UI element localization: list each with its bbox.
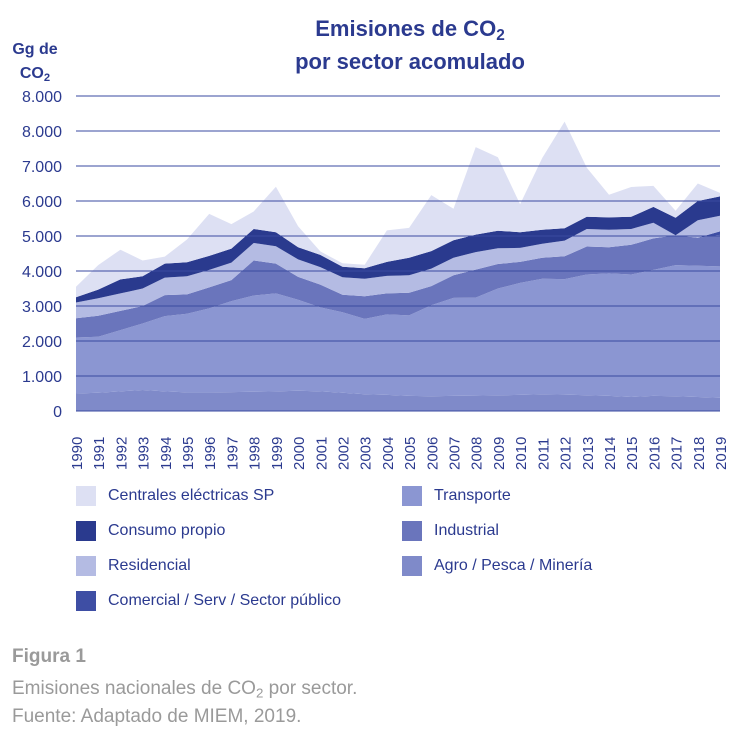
- legend-swatch: [76, 486, 96, 506]
- legend-swatch: [76, 591, 96, 611]
- x-tick-label: 2019: [713, 437, 730, 470]
- x-tick-label: 1992: [113, 437, 130, 470]
- x-tick-label: 2001: [313, 437, 330, 470]
- x-tick-label: 1998: [247, 437, 264, 470]
- x-tick-label: 2008: [469, 437, 486, 470]
- legend-item: Residencial: [76, 556, 191, 576]
- figure-label: Figura 1: [12, 646, 86, 667]
- legend: Centrales eléctricas SP Consumo propio Res…: [76, 486, 676, 626]
- x-tick-label: 1999: [269, 437, 286, 470]
- x-tick-label: 2003: [358, 437, 375, 470]
- legend-swatch: [76, 556, 96, 576]
- legend-swatch: [402, 556, 422, 576]
- caption-line2: Fuente: Adaptado de MIEM, 2019.: [12, 706, 302, 728]
- x-tick-label: 2010: [513, 437, 530, 470]
- y-tick-label: 6.000: [22, 194, 62, 211]
- caption-line1: Emisiones nacionales de CO: [12, 678, 256, 699]
- caption-line1-end: por sector.: [263, 678, 358, 699]
- legend-label: Transporte: [434, 487, 511, 504]
- x-tick-label: 2000: [291, 437, 308, 470]
- y-tick-label: 5.000: [22, 229, 62, 246]
- y-tick-label: 1.000: [22, 369, 62, 386]
- x-tick-label: 2014: [602, 437, 619, 470]
- x-tick-label: 2009: [491, 437, 508, 470]
- legend-item: Industrial: [402, 521, 499, 541]
- legend-label: Residencial: [108, 557, 191, 574]
- legend-label: Comercial / Serv / Sector público: [108, 592, 341, 609]
- x-tick-label: 2006: [424, 437, 441, 470]
- legend-item: Agro / Pesca / Minería: [402, 556, 592, 576]
- x-tick-label: 2012: [558, 437, 575, 470]
- x-tick-label: 2007: [447, 437, 464, 470]
- legend-swatch: [76, 521, 96, 541]
- y-axis-label-line2: CO: [19, 65, 44, 82]
- x-tick-label: 1995: [180, 437, 197, 470]
- x-tick-label: 2005: [402, 437, 419, 470]
- title-line2: por sector acomulado: [295, 48, 525, 74]
- legend-swatch: [402, 521, 422, 541]
- area-residencial: [76, 215, 720, 319]
- legend-item: Comercial / Serv / Sector público: [76, 591, 341, 611]
- y-tick-label: 7.000: [22, 159, 62, 176]
- legend-item: Transporte: [402, 486, 511, 506]
- title-line1: Emisiones de CO: [315, 16, 497, 41]
- legend-item: Centrales eléctricas SP: [76, 486, 274, 506]
- y-axis-label-line1: Gg de: [12, 41, 58, 58]
- legend-label: Consumo propio: [108, 522, 226, 539]
- legend-label: Industrial: [434, 522, 499, 539]
- stacked-area-chart: 0 1.000 2.000 3.000 4.000 5.000 6.000 7.000 8.00…: [22, 89, 730, 470]
- y-tick-label: 4.000: [22, 264, 62, 281]
- legend-swatch: [402, 486, 422, 506]
- caption-subscript: 2: [255, 685, 264, 701]
- x-tick-label: 2017: [669, 437, 686, 470]
- legend-label: Centrales eléctricas SP: [108, 487, 275, 504]
- x-tick-label: 2004: [380, 437, 397, 470]
- chart-title: Emisiones de CO2 por sector acomulado: [190, 16, 630, 75]
- x-tick-label: 1994: [158, 437, 175, 470]
- y-tick-label: 8.000: [22, 89, 62, 106]
- y-tick-label: 3.000: [22, 299, 62, 316]
- x-tick-label: 1996: [202, 437, 219, 470]
- figure-caption: Emisiones nacionales de CO2 por sector. …: [12, 677, 357, 729]
- y-axis-label-subscript: 2: [43, 71, 51, 84]
- x-tick-label: 1990: [69, 437, 86, 470]
- area-agro-pesca-mineria: [76, 390, 720, 411]
- legend-label: Agro / Pesca / Minería: [434, 557, 593, 574]
- y-axis-label: Gg de CO2: [10, 38, 60, 90]
- x-tick-label: 2011: [535, 438, 552, 470]
- x-tick-label: 2016: [646, 437, 663, 470]
- y-tick-label: 2.000: [22, 334, 62, 351]
- x-tick-label: 1997: [224, 437, 241, 470]
- x-tick-label: 2015: [624, 437, 641, 470]
- x-tick-label: 2002: [336, 437, 353, 470]
- area-transporte: [76, 265, 720, 398]
- title-subscript: 2: [496, 26, 505, 44]
- area-industrial: [76, 234, 720, 338]
- x-tick-label: 2018: [691, 437, 708, 470]
- y-tick-label: 8.000: [22, 124, 62, 141]
- y-tick-label: 0: [53, 404, 62, 421]
- legend-item: Consumo propio: [76, 521, 225, 541]
- x-tick-label: 2013: [580, 437, 597, 470]
- x-tick-label: 1991: [91, 437, 108, 470]
- x-tick-label: 1993: [136, 437, 153, 470]
